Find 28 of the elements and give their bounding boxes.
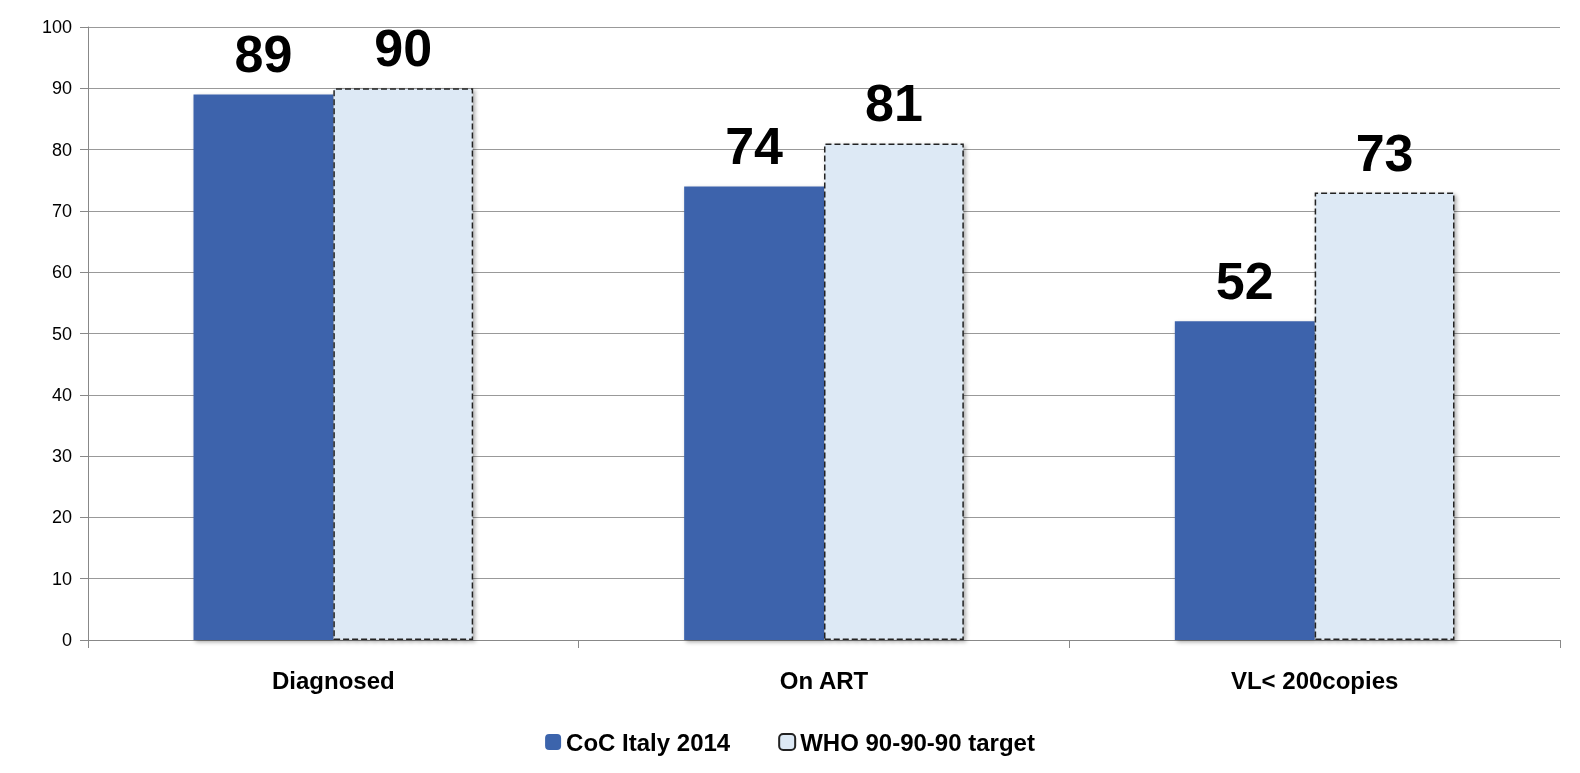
bar (824, 143, 964, 640)
data-label: 73 (1355, 123, 1414, 182)
y-tick-label: 10 (51, 568, 72, 589)
bar (684, 186, 824, 640)
x-tick-label: On ART (779, 666, 869, 694)
bar (193, 94, 334, 640)
data-label: 81 (865, 74, 923, 133)
bar (1174, 321, 1315, 640)
y-tick-label: 0 (61, 630, 72, 650)
y-tick-label: 90 (51, 78, 72, 99)
bar (333, 88, 474, 640)
y-tick-label: 60 (51, 262, 72, 283)
legend-label: CoC Italy 2014 (566, 728, 731, 756)
bar (1314, 192, 1455, 640)
x-tick-label: VL< 200copies (1230, 666, 1399, 694)
y-tick-label: 20 (51, 507, 72, 528)
y-tick-label: 70 (51, 200, 72, 221)
data-label: 89 (234, 25, 293, 84)
y-tick-label: 80 (51, 139, 72, 160)
x-tick-label: Diagnosed (271, 666, 395, 694)
data-label: 74 (725, 117, 784, 176)
y-tick-label: 40 (51, 384, 72, 405)
data-label: 52 (1215, 252, 1274, 311)
legend-label: WHO 90-90-90 target (800, 728, 1035, 756)
data-label: 90 (374, 19, 433, 78)
y-tick-label: 50 (51, 323, 72, 344)
y-tick-label: 30 (51, 446, 72, 467)
y-tick-label: 100 (41, 17, 72, 37)
